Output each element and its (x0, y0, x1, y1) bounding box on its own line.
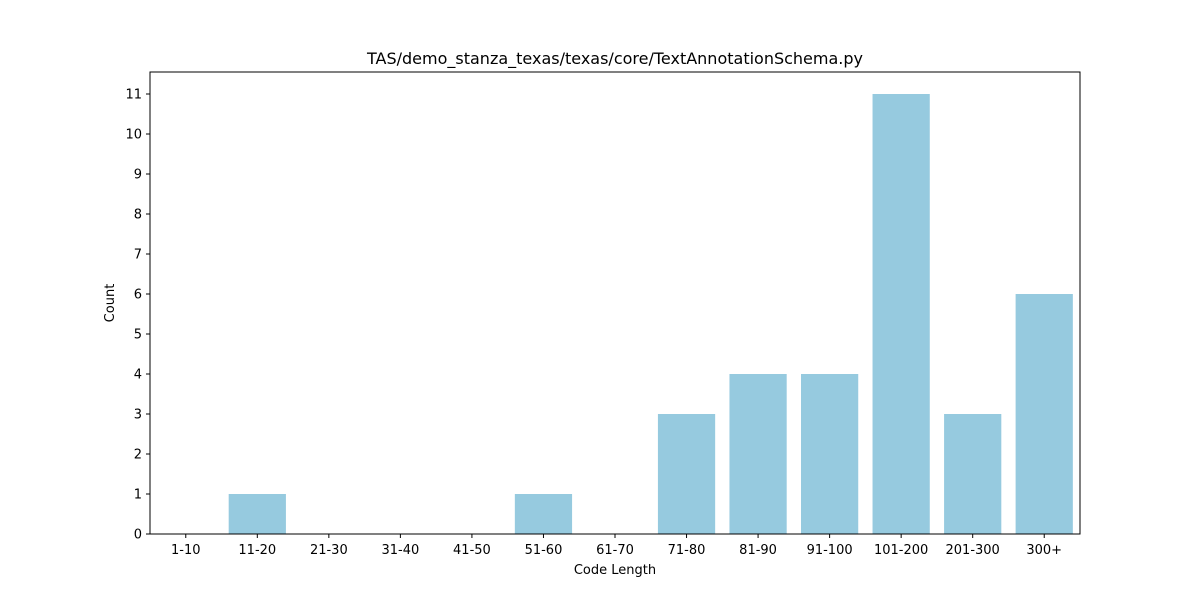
y-tick-label: 10 (125, 128, 142, 143)
bar-71-80 (657, 414, 716, 534)
y-tick-label: 6 (134, 288, 142, 303)
y-tick-label: 7 (134, 248, 142, 263)
x-tick-label: 300+ (1026, 543, 1062, 558)
x-tick-label: 81-90 (739, 543, 777, 558)
y-tick-label: 3 (134, 408, 142, 423)
x-tick-label: 201-300 (946, 543, 1000, 558)
plot-frame (149, 71, 1081, 535)
x-tick-label: 21-30 (310, 543, 348, 558)
y-tick-label: 4 (134, 368, 142, 383)
y-axis-label: Count (103, 284, 118, 323)
x-tick-label: 51-60 (525, 543, 563, 558)
bar-51-60 (514, 494, 573, 534)
x-tick-label: 61-70 (596, 543, 634, 558)
y-tick-label: 1 (134, 488, 142, 503)
bars-group (228, 94, 1073, 534)
bar-91-100 (801, 374, 859, 534)
y-tick-label: 2 (134, 448, 142, 463)
x-tick-label: 91-100 (807, 543, 853, 558)
y-tick-label: 11 (125, 88, 142, 103)
bar-101-200 (872, 94, 930, 534)
x-tick-label: 31-40 (381, 543, 419, 558)
y-tick-label: 5 (134, 328, 142, 343)
x-tick-label: 71-80 (668, 543, 706, 558)
x-tick-label: 11-20 (238, 543, 276, 558)
bar-11-20 (228, 494, 286, 534)
y-tick-label: 0 (134, 528, 142, 543)
y-axis-ticks: 0 1 2 3 4 5 6 7 8 9 10 11 (125, 88, 150, 543)
y-tick-label: 9 (134, 168, 142, 183)
x-tick-label: 41-50 (453, 543, 491, 558)
bar-81-90 (729, 374, 787, 534)
chart-title: TAS/demo_stanza_texas/texas/core/TextAnn… (366, 49, 863, 69)
bar-300+ (1015, 294, 1073, 534)
y-tick-label: 8 (134, 208, 142, 223)
x-axis-label: Code Length (574, 563, 656, 578)
x-tick-label: 101-200 (874, 543, 928, 558)
x-tick-label: 1-10 (171, 543, 201, 558)
bar-201-300 (944, 414, 1002, 534)
x-axis-ticks: 1-10 11-20 21-30 31-40 41-50 51-60 61-70 71-80 8… (171, 534, 1062, 558)
